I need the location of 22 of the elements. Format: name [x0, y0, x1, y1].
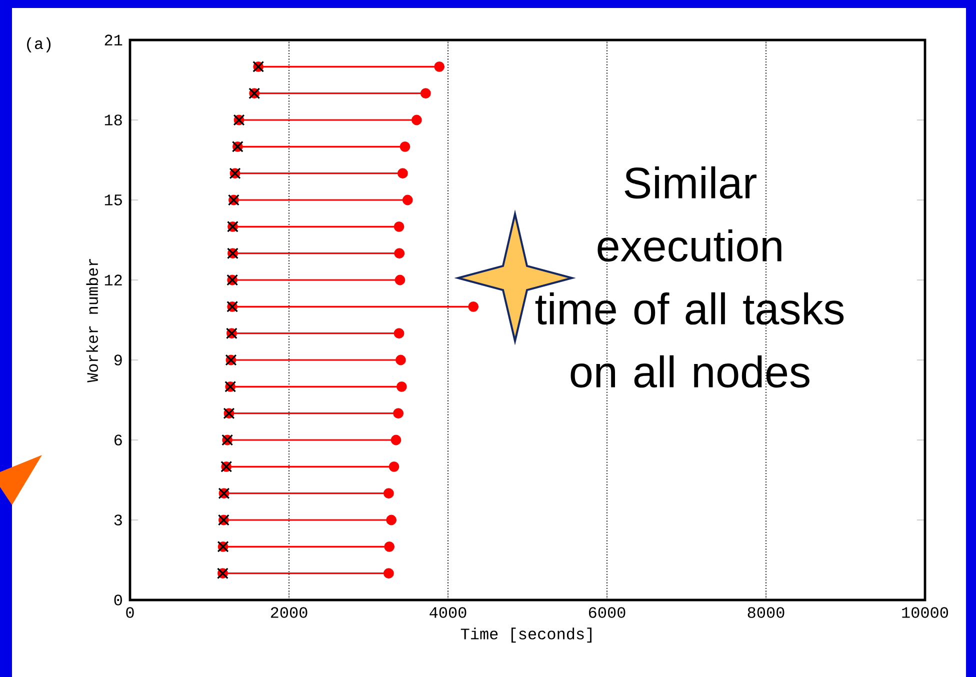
point [383, 568, 394, 579]
point [394, 248, 405, 259]
y-tick-label: 3 [114, 514, 122, 526]
x-tick-label: 6000 [588, 607, 626, 618]
point [394, 221, 404, 232]
x-tick-label: 8000 [748, 607, 784, 618]
point [411, 114, 422, 126]
x-tick-label: 2000 [270, 607, 308, 618]
x-tick-label: 0 [126, 607, 134, 618]
y-axis-title: Worker number [86, 259, 98, 382]
x-axis-title: Time [seconds] [460, 628, 592, 643]
y-tick-label: 18 [104, 114, 122, 126]
annotation: Similar execution time of all tasks on all nodes [535, 166, 844, 388]
x-tick-label: 10000 [902, 607, 948, 618]
y-tick-label: 0 [114, 594, 122, 606]
y-tick-label: 21 [104, 34, 122, 46]
y-tick-label: 9 [114, 354, 122, 366]
y-tick-label: 6 [114, 434, 122, 446]
y-tick-label: 12 [104, 274, 122, 286]
text: (a) [27, 37, 51, 52]
y-tick-label: 15 [104, 194, 122, 206]
x-tick-label: 4000 [430, 607, 466, 618]
